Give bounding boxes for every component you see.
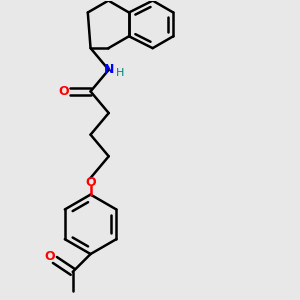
- Text: N: N: [103, 63, 114, 76]
- Text: O: O: [58, 85, 68, 98]
- Text: O: O: [85, 176, 96, 189]
- Text: H: H: [116, 68, 124, 78]
- Text: O: O: [44, 250, 55, 263]
